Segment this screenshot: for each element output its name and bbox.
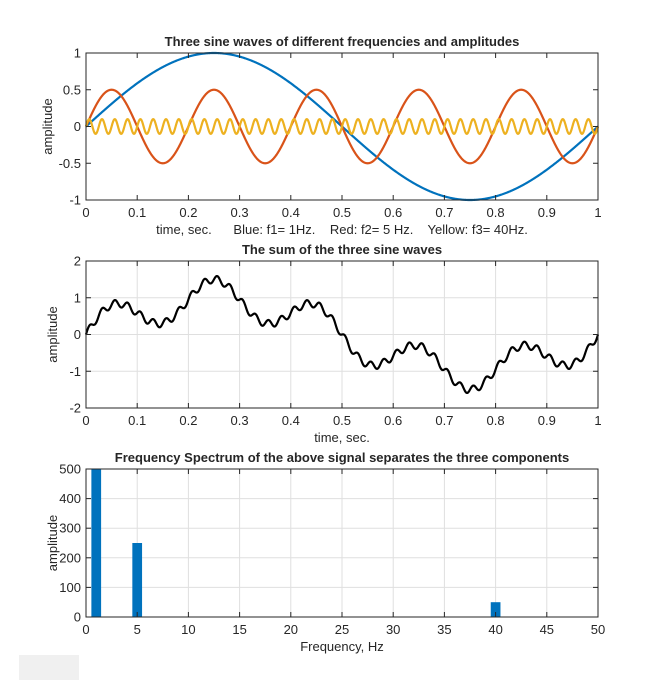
chart-title: Three sine waves of different frequencie…: [165, 34, 520, 49]
x-tick-label: 0.8: [487, 413, 505, 428]
x-tick-label: 50: [591, 622, 605, 637]
x-tick-label: 0: [82, 205, 89, 220]
bar: [91, 469, 102, 617]
chart-title: Frequency Spectrum of the above signal s…: [115, 450, 569, 465]
x-tick-label: 0.7: [435, 413, 453, 428]
y-axis-label: amplitude: [40, 98, 55, 154]
bar: [490, 602, 501, 617]
y-tick-label: -0.5: [59, 156, 81, 171]
x-tick-label: 0.3: [231, 205, 249, 220]
y-tick-label: -1: [69, 364, 81, 379]
x-tick-label: 0.9: [538, 205, 556, 220]
figure-toolbar-placeholder: [19, 655, 79, 680]
axes-1: 0 0.1 0.2 0.3 0.4 0.5 0.6 0.7 0.8 0.9 1 -1 -0.5 0 0.5 1…: [40, 34, 602, 237]
y-tick-label: 300: [59, 521, 81, 536]
x-tick-label: 10: [181, 622, 195, 637]
x-tick-label: 45: [540, 622, 554, 637]
x-tick-label: 0.1: [128, 205, 146, 220]
x-tick-label: 0.4: [282, 413, 300, 428]
x-tick-label: 0.6: [384, 413, 402, 428]
x-axis-label: time, sec.: [314, 430, 370, 445]
x-tick-label: 0.4: [282, 205, 300, 220]
x-axis-label: time, sec. Blue: f1= 1Hz. Red: f2= 5 Hz.…: [156, 222, 528, 237]
series-line-1: [84, 274, 600, 395]
x-tick-label: 0: [82, 413, 89, 428]
y-tick-label: 400: [59, 491, 81, 506]
x-tick-label: 0.2: [179, 205, 197, 220]
series-line-3: [84, 118, 600, 135]
x-tick-label: 15: [232, 622, 246, 637]
x-tick-label: 0.8: [487, 205, 505, 220]
y-tick-label: 2: [74, 254, 81, 269]
y-tick-label: -1: [69, 193, 81, 208]
x-tick-label: 5: [134, 622, 141, 637]
y-axis-label: amplitude: [45, 515, 60, 571]
x-tick-label: 0.1: [128, 413, 146, 428]
x-tick-label: 0.7: [435, 205, 453, 220]
x-tick-label: 30: [386, 622, 400, 637]
x-tick-label: 25: [335, 622, 349, 637]
x-tick-label: 0.5: [333, 205, 351, 220]
x-tick-label: 0.2: [179, 413, 197, 428]
x-tick-label: 0.5: [333, 413, 351, 428]
y-tick-label: 500: [59, 462, 81, 477]
x-tick-label: 20: [284, 622, 298, 637]
y-tick-label: 200: [59, 550, 81, 565]
axes-2: 0 0.1 0.2 0.3 0.4 0.5 0.6 0.7 0.8 0.9 1 -2 -1 0 1 2 The …: [45, 242, 602, 445]
x-tick-label: 40: [488, 622, 502, 637]
x-tick-label: 1: [594, 205, 601, 220]
x-tick-label: 0.3: [231, 413, 249, 428]
y-tick-label: 0: [74, 610, 81, 625]
y-tick-label: 1: [74, 290, 81, 305]
x-tick-label: 35: [437, 622, 451, 637]
x-tick-label: 1: [594, 413, 601, 428]
axes-3: 0 5 10 15 20 25 30 35 40 45 500100200300400500Freq…: [45, 450, 605, 654]
y-tick-label: -2: [69, 401, 81, 416]
bar: [132, 543, 143, 617]
y-tick-label: 0.5: [63, 82, 81, 97]
y-tick-label: 0: [74, 327, 81, 342]
y-tick-label: 100: [59, 580, 81, 595]
chart-title: The sum of the three sine waves: [242, 242, 442, 257]
x-tick-label: 0.6: [384, 205, 402, 220]
x-tick-label: 0.9: [538, 413, 556, 428]
x-axis-label: Frequency, Hz: [300, 639, 384, 654]
x-tick-label: 0: [82, 622, 89, 637]
y-tick-label: 1: [74, 46, 81, 61]
y-axis-label: amplitude: [45, 306, 60, 362]
y-tick-label: 0: [74, 119, 81, 134]
